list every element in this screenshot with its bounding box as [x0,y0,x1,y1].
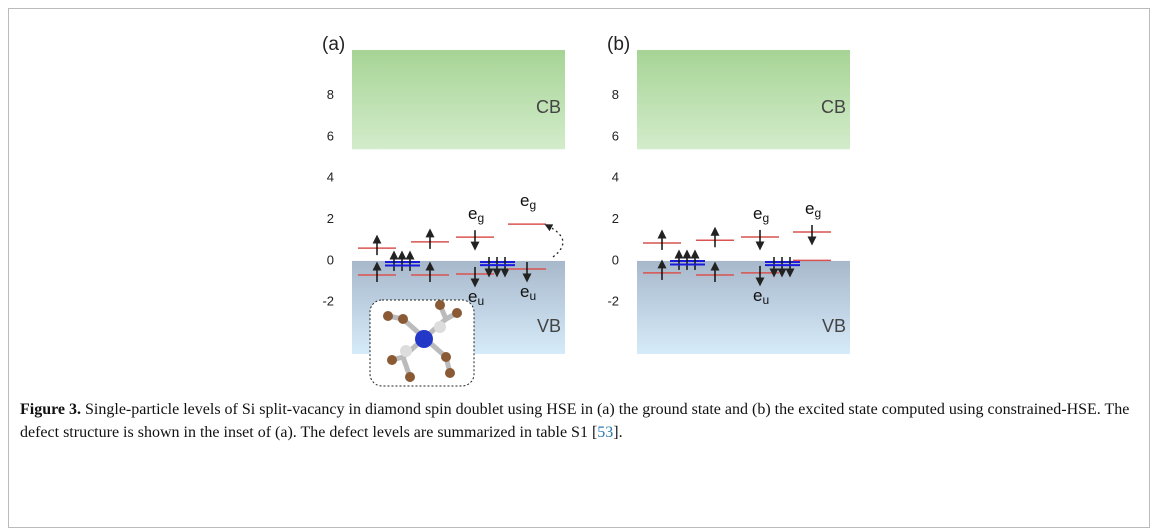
caption-end: ]. [613,424,622,441]
transition-arrow [548,226,563,257]
level-label-main: e [805,199,814,218]
vb-label: VB [537,316,561,336]
cb-label: CB [536,97,561,117]
level-label-main: e [753,286,762,305]
level-label-sub: u [762,293,769,307]
caption-label: Figure 3. [20,401,81,418]
page: (a)Ground stateCBVB-202468egeuegeu(b)Exc… [0,0,1167,505]
y-tick-label: 0 [327,252,334,267]
panel-label: (b) [607,34,630,55]
y-tick-label: 8 [612,87,619,102]
level-label-main: e [753,204,762,223]
level-label: eg [805,199,821,220]
y-tick-label: 4 [327,170,334,185]
y-tick-label: 0 [612,252,619,267]
level-label: eg [753,204,769,225]
cb-label: CB [821,97,846,117]
y-tick-label: 6 [612,128,619,143]
panel-label: (a) [322,34,345,55]
citation[interactable]: 53 [597,424,613,441]
vb-label: VB [822,316,846,336]
level-label: eg [520,192,536,213]
caption: Figure 3. Single-particle levels of Si s… [20,398,1140,444]
level-label-sub: u [529,289,536,303]
level-label: eg [468,205,484,226]
y-tick-label: -2 [607,294,619,309]
y-tick-label: 8 [327,87,334,102]
cb-band [352,50,565,149]
cb-band [637,50,850,149]
inset [370,300,474,386]
level-label-sub: g [762,211,769,225]
y-tick-label: 4 [612,170,619,185]
y-tick-label: 2 [612,211,619,226]
level-label-main: e [520,282,529,301]
level-label-sub: g [477,211,484,225]
level-label-sub: g [529,198,536,212]
y-tick-label: 6 [327,128,334,143]
level-label-main: e [468,205,477,224]
level-label-sub: g [814,206,821,220]
level-label-main: e [520,192,529,211]
caption-text: Single-particle levels of Si split-vacan… [20,401,1129,441]
vb-band [637,261,850,354]
y-tick-label: 2 [327,211,334,226]
y-tick-label: -2 [322,294,334,309]
level-label-sub: u [477,294,484,308]
figure: (a)Ground stateCBVB-202468egeuegeu(b)Exc… [0,0,1167,395]
